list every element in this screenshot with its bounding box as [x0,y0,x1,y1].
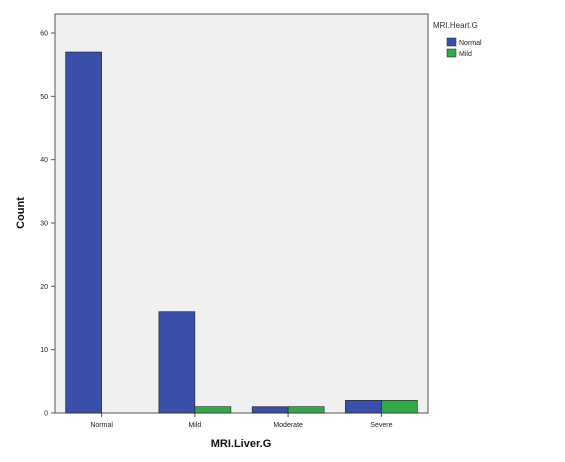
y-axis-title: Count [15,197,27,229]
legend-title: MRI.Heart.G [433,21,478,30]
bar-mild-moderate [287,406,325,414]
y-tick-label: 30 [40,221,48,228]
bar-mild-mild [194,406,232,414]
y-tick-label: 40 [40,157,48,164]
x-tick-label: Mild [188,422,201,429]
y-tick-label: 10 [40,347,48,354]
x-tick-label: Moderate [273,422,303,429]
legend-label: Mild [459,51,472,58]
bar-mild-severe [381,400,418,414]
y-tick-label: 60 [40,31,48,38]
x-tick-label: Severe [370,422,392,429]
legend-swatch [446,37,457,47]
bar-normal-normal [65,51,102,414]
bar-normal-mild [158,311,196,414]
bar-normal-severe [345,400,382,414]
x-axis-title: MRI.Liver.G [211,438,272,450]
bar-normal-moderate [251,406,289,414]
legend: MRI.Heart.G Normal Mild [433,21,482,58]
legend-label: Normal [459,40,482,47]
bars-group [65,51,418,414]
y-axis-ticks: 0 10 20 30 40 50 60 [40,31,55,418]
y-tick-label: 50 [40,94,48,101]
legend-swatch [446,48,457,58]
x-tick-label: Normal [90,422,113,429]
plot-area [54,13,429,414]
y-tick-label: 0 [44,411,48,418]
x-axis-ticks: Normal Mild Moderate Severe [90,413,393,429]
y-tick-label: 20 [40,284,48,291]
